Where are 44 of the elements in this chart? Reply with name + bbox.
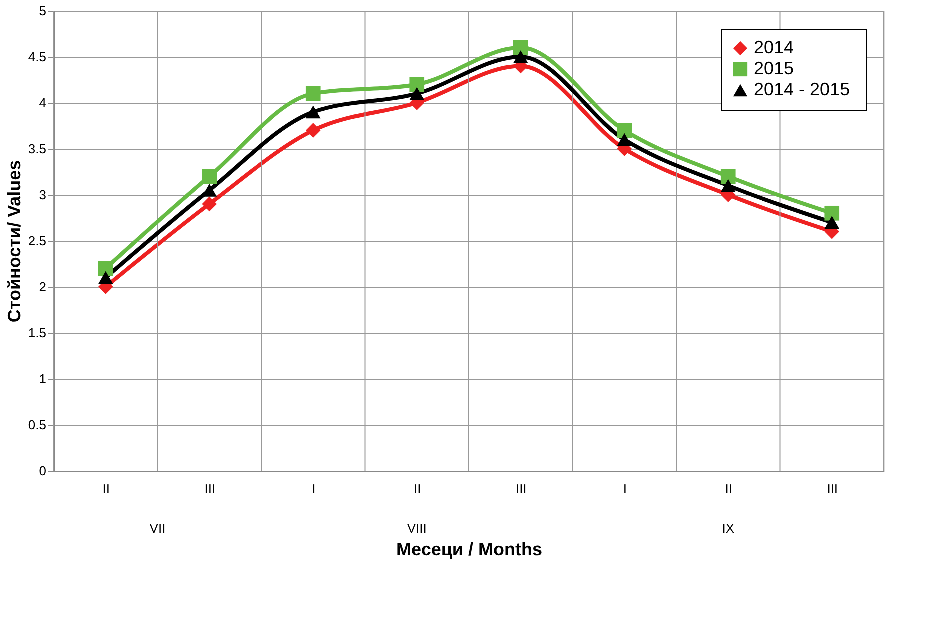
point <box>720 179 736 192</box>
point <box>98 271 114 284</box>
y-tick-label: 4 <box>39 96 46 110</box>
point <box>824 216 840 230</box>
point <box>410 77 425 92</box>
point <box>410 87 425 100</box>
text: VII <box>150 521 166 536</box>
legend-label: 2015 <box>754 58 794 78</box>
point <box>98 261 114 276</box>
point <box>720 169 736 184</box>
x-tick-label: I <box>312 482 316 496</box>
y-tick-label: 1 <box>39 372 46 386</box>
legend-label: 2014 <box>754 38 794 58</box>
point <box>513 50 528 64</box>
text: IX <box>722 521 735 536</box>
x-tick-label: III <box>827 482 838 496</box>
x-tick-label: II <box>414 482 422 496</box>
y-tick-label: 3.5 <box>28 142 46 156</box>
y-tick-label: 3 <box>39 188 46 202</box>
y-tick-label: 1.5 <box>28 326 46 340</box>
point <box>306 123 321 138</box>
y-tick-label: 0 <box>39 464 46 478</box>
x-tick-label: III <box>516 482 527 496</box>
y-tick-label: 2 <box>39 280 46 294</box>
point <box>617 133 632 146</box>
x-tick-label: I <box>623 482 627 496</box>
y-tick-label: 4.5 <box>28 50 46 64</box>
point <box>306 86 321 102</box>
point <box>513 40 528 56</box>
text: VIII <box>407 521 427 536</box>
y-axis-title: Стойности/ Values <box>4 160 24 323</box>
y-tick-label: 0.5 <box>28 418 46 432</box>
y-tick-label: 5 <box>39 4 46 18</box>
point <box>202 196 218 212</box>
x-tick-label: III <box>204 482 216 496</box>
point <box>617 123 632 138</box>
point <box>306 106 321 119</box>
y-tick-label: 2.5 <box>28 234 46 248</box>
point <box>824 206 840 221</box>
x-tick-label: II <box>725 482 732 496</box>
point <box>202 169 218 184</box>
x-tick-label: II <box>102 482 110 496</box>
legend-label: 2014 - 2015 <box>754 80 850 100</box>
x-axis-title: Месеци / Months <box>396 540 542 560</box>
